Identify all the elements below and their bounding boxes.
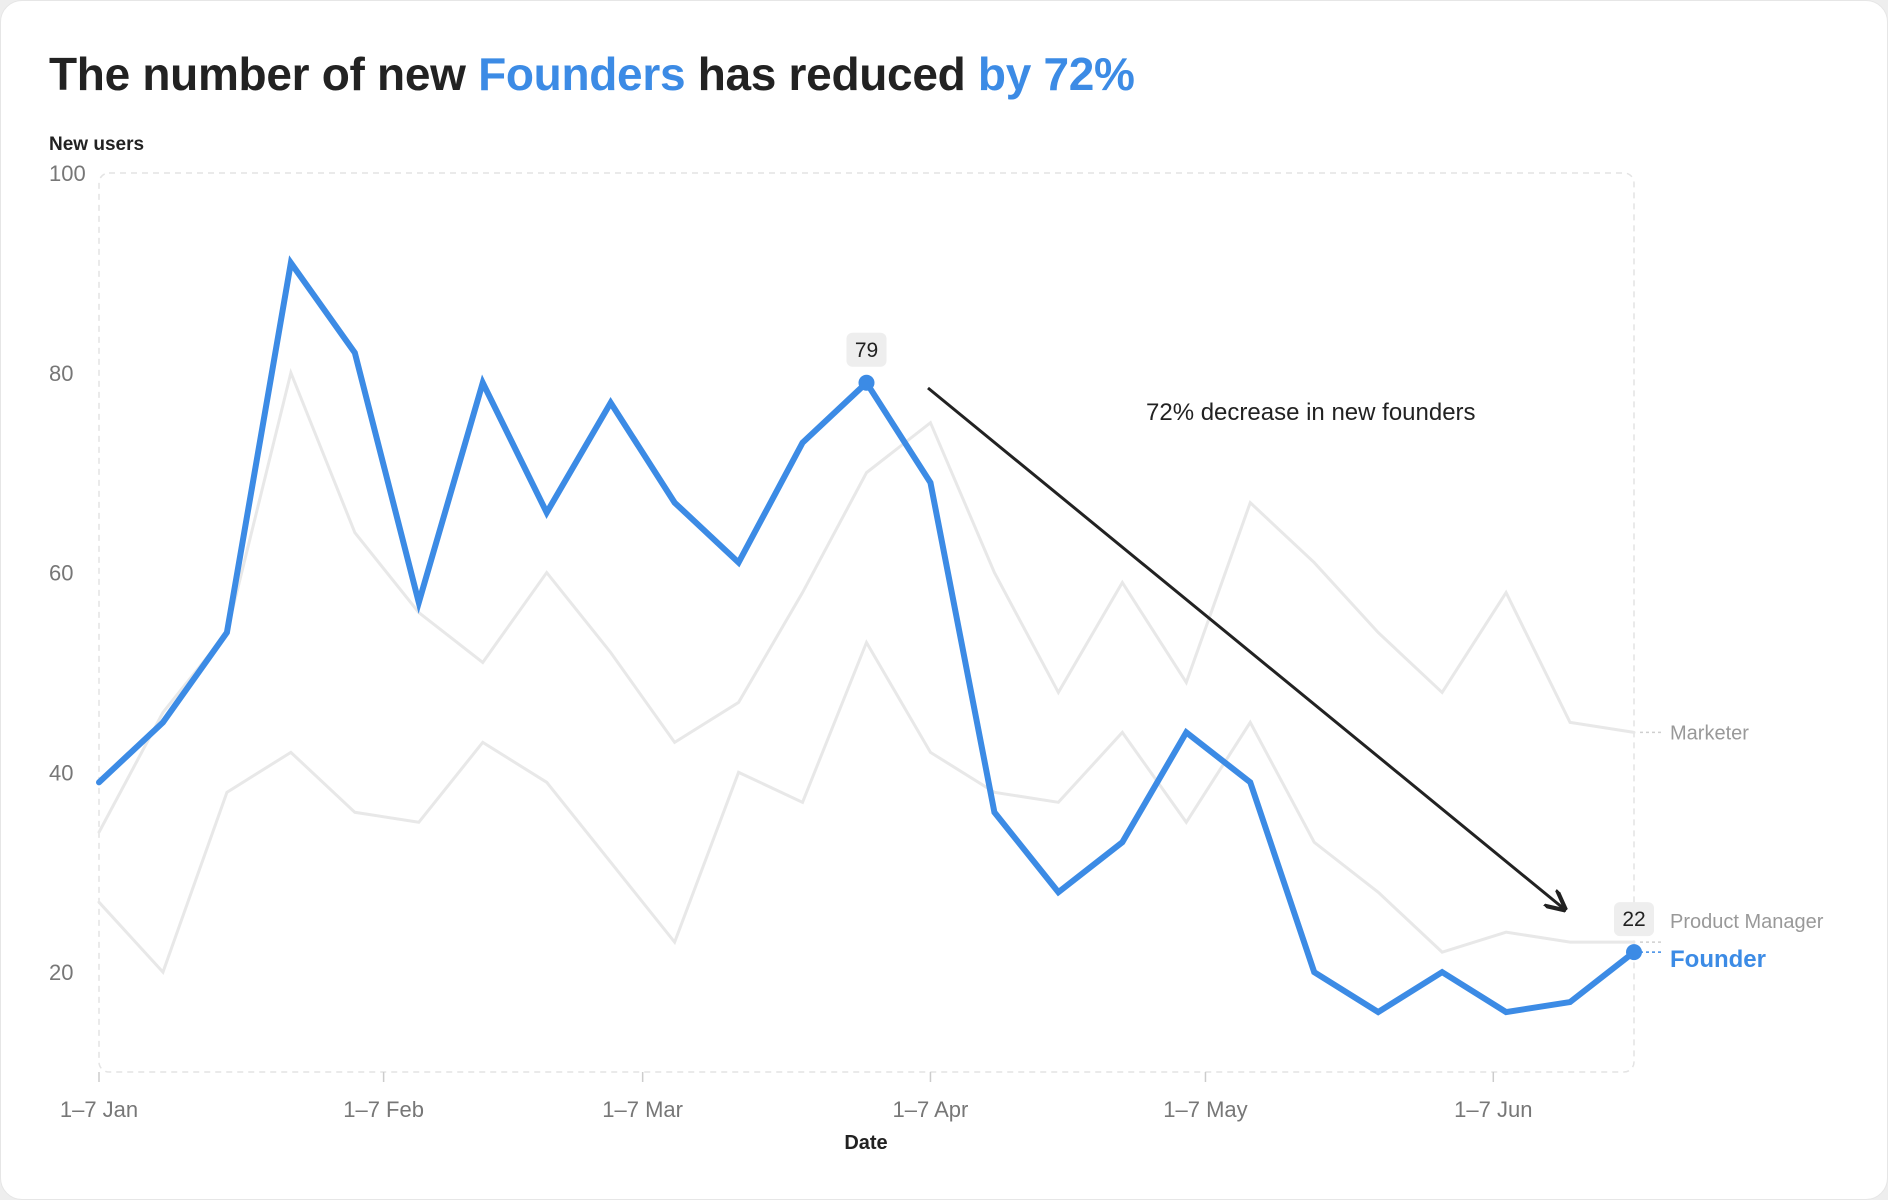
callout-layer: 79 22 <box>846 332 1654 961</box>
series-label-marketer: Marketer <box>1670 722 1749 744</box>
y-axis-ticks: 100 80 60 40 20 <box>49 161 86 985</box>
series-label-product-manager: Product Manager <box>1670 911 1824 933</box>
callout-value: 79 <box>855 339 878 362</box>
y-tick-label: 20 <box>49 960 73 985</box>
title-part-percent: by 72% <box>977 48 1135 100</box>
x-tick-label: 1–7 Jun <box>1454 1097 1532 1122</box>
callout-value: 22 <box>1622 908 1645 931</box>
y-tick-label: 60 <box>49 561 73 586</box>
y-tick-label: 100 <box>49 161 86 186</box>
callout-badge <box>846 332 887 367</box>
decrease-arrow <box>927 386 1563 908</box>
x-axis-ticks: 1–7 Jan 1–7 Feb 1–7 Mar 1–7 Apr 1–7 May 1–7 J… <box>60 1072 1532 1122</box>
title-part-1: The number of new <box>49 48 479 100</box>
plot-area-frame <box>98 172 1635 1073</box>
x-tick-label: 1–7 Feb <box>343 1097 424 1122</box>
series-label-founder: Founder <box>1670 946 1766 973</box>
chart-title: The number of new Founders has reduced b… <box>49 47 1135 101</box>
callout-point <box>858 374 875 391</box>
y-tick-label: 80 <box>49 361 73 386</box>
y-tick-label: 40 <box>49 760 73 785</box>
y-axis-title: New users <box>49 134 144 155</box>
series-line-product-manager <box>97 639 1636 975</box>
series-layer: Marketer Product Manager Founder <box>96 255 1824 1016</box>
callout-point <box>1626 944 1642 961</box>
title-part-founders: Founders <box>478 48 686 100</box>
series-line-marketer <box>97 367 1636 834</box>
x-tick-label: 1–7 Apr <box>893 1097 969 1122</box>
x-tick-label: 1–7 Jan <box>60 1097 138 1122</box>
x-tick-label: 1–7 May <box>1163 1097 1247 1122</box>
x-axis-title: Date <box>844 1132 887 1154</box>
x-tick-label: 1–7 Mar <box>602 1097 683 1122</box>
callout-badge <box>1614 902 1654 937</box>
decrease-annotation: 72% decrease in new founders <box>1146 399 1476 426</box>
title-part-3: has reduced <box>685 48 978 100</box>
